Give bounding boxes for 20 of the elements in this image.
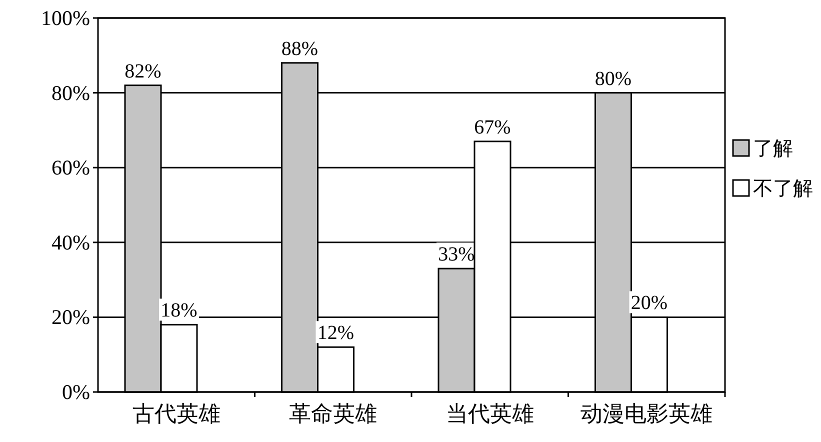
data-label: 82% (124, 60, 162, 82)
legend-label: 不了解 (753, 178, 813, 200)
y-tick-label: 0% (62, 380, 90, 404)
data-label: 12% (317, 322, 354, 344)
x-tick-label: 古代英雄 (132, 401, 220, 426)
data-label: 33% (438, 244, 475, 266)
y-tick-label: 40% (52, 230, 90, 254)
x-tick-label: 当代英雄 (446, 401, 534, 426)
legend-label: 了解 (753, 138, 793, 160)
y-tick-label: 80% (52, 80, 90, 105)
y-tick-label: 60% (52, 156, 90, 180)
x-tick-label: 动漫电影英雄 (580, 401, 713, 426)
data-label: 20% (630, 292, 668, 314)
y-tick-label: 100% (41, 6, 90, 30)
x-tick-label: 革命英雄 (289, 401, 378, 426)
data-label: 18% (160, 300, 198, 322)
data-label: 88% (281, 38, 318, 60)
data-label: 67% (474, 116, 511, 138)
y-tick-label: 20% (52, 305, 90, 330)
data-label: 80% (594, 68, 632, 90)
